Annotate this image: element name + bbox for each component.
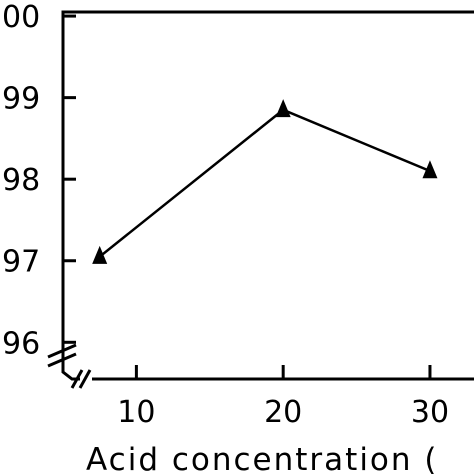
x-tick-label: 20 [264,395,302,430]
y-ticks: 00 99 98 97 96 [2,0,76,361]
x-tick-label: 10 [117,395,155,430]
y-tick-label: 99 [2,82,40,117]
x-ticks: 10 20 30 [117,365,449,430]
data-point-triangle [92,245,108,264]
axis-break-marks [47,343,92,389]
plot-frame [61,10,474,345]
data-point-triangle [275,99,291,118]
series-line [98,108,431,258]
x-axis-title: Acid concentration ( [86,442,439,474]
y-tick-label: 96 [2,326,40,361]
series-layer [92,99,438,264]
y-tick-label: 98 [2,163,40,198]
x-tick-label: 30 [411,395,449,430]
data-point-triangle [422,160,438,179]
y-tick-label: 97 [2,245,40,280]
y-tick-label: 00 [2,0,40,35]
